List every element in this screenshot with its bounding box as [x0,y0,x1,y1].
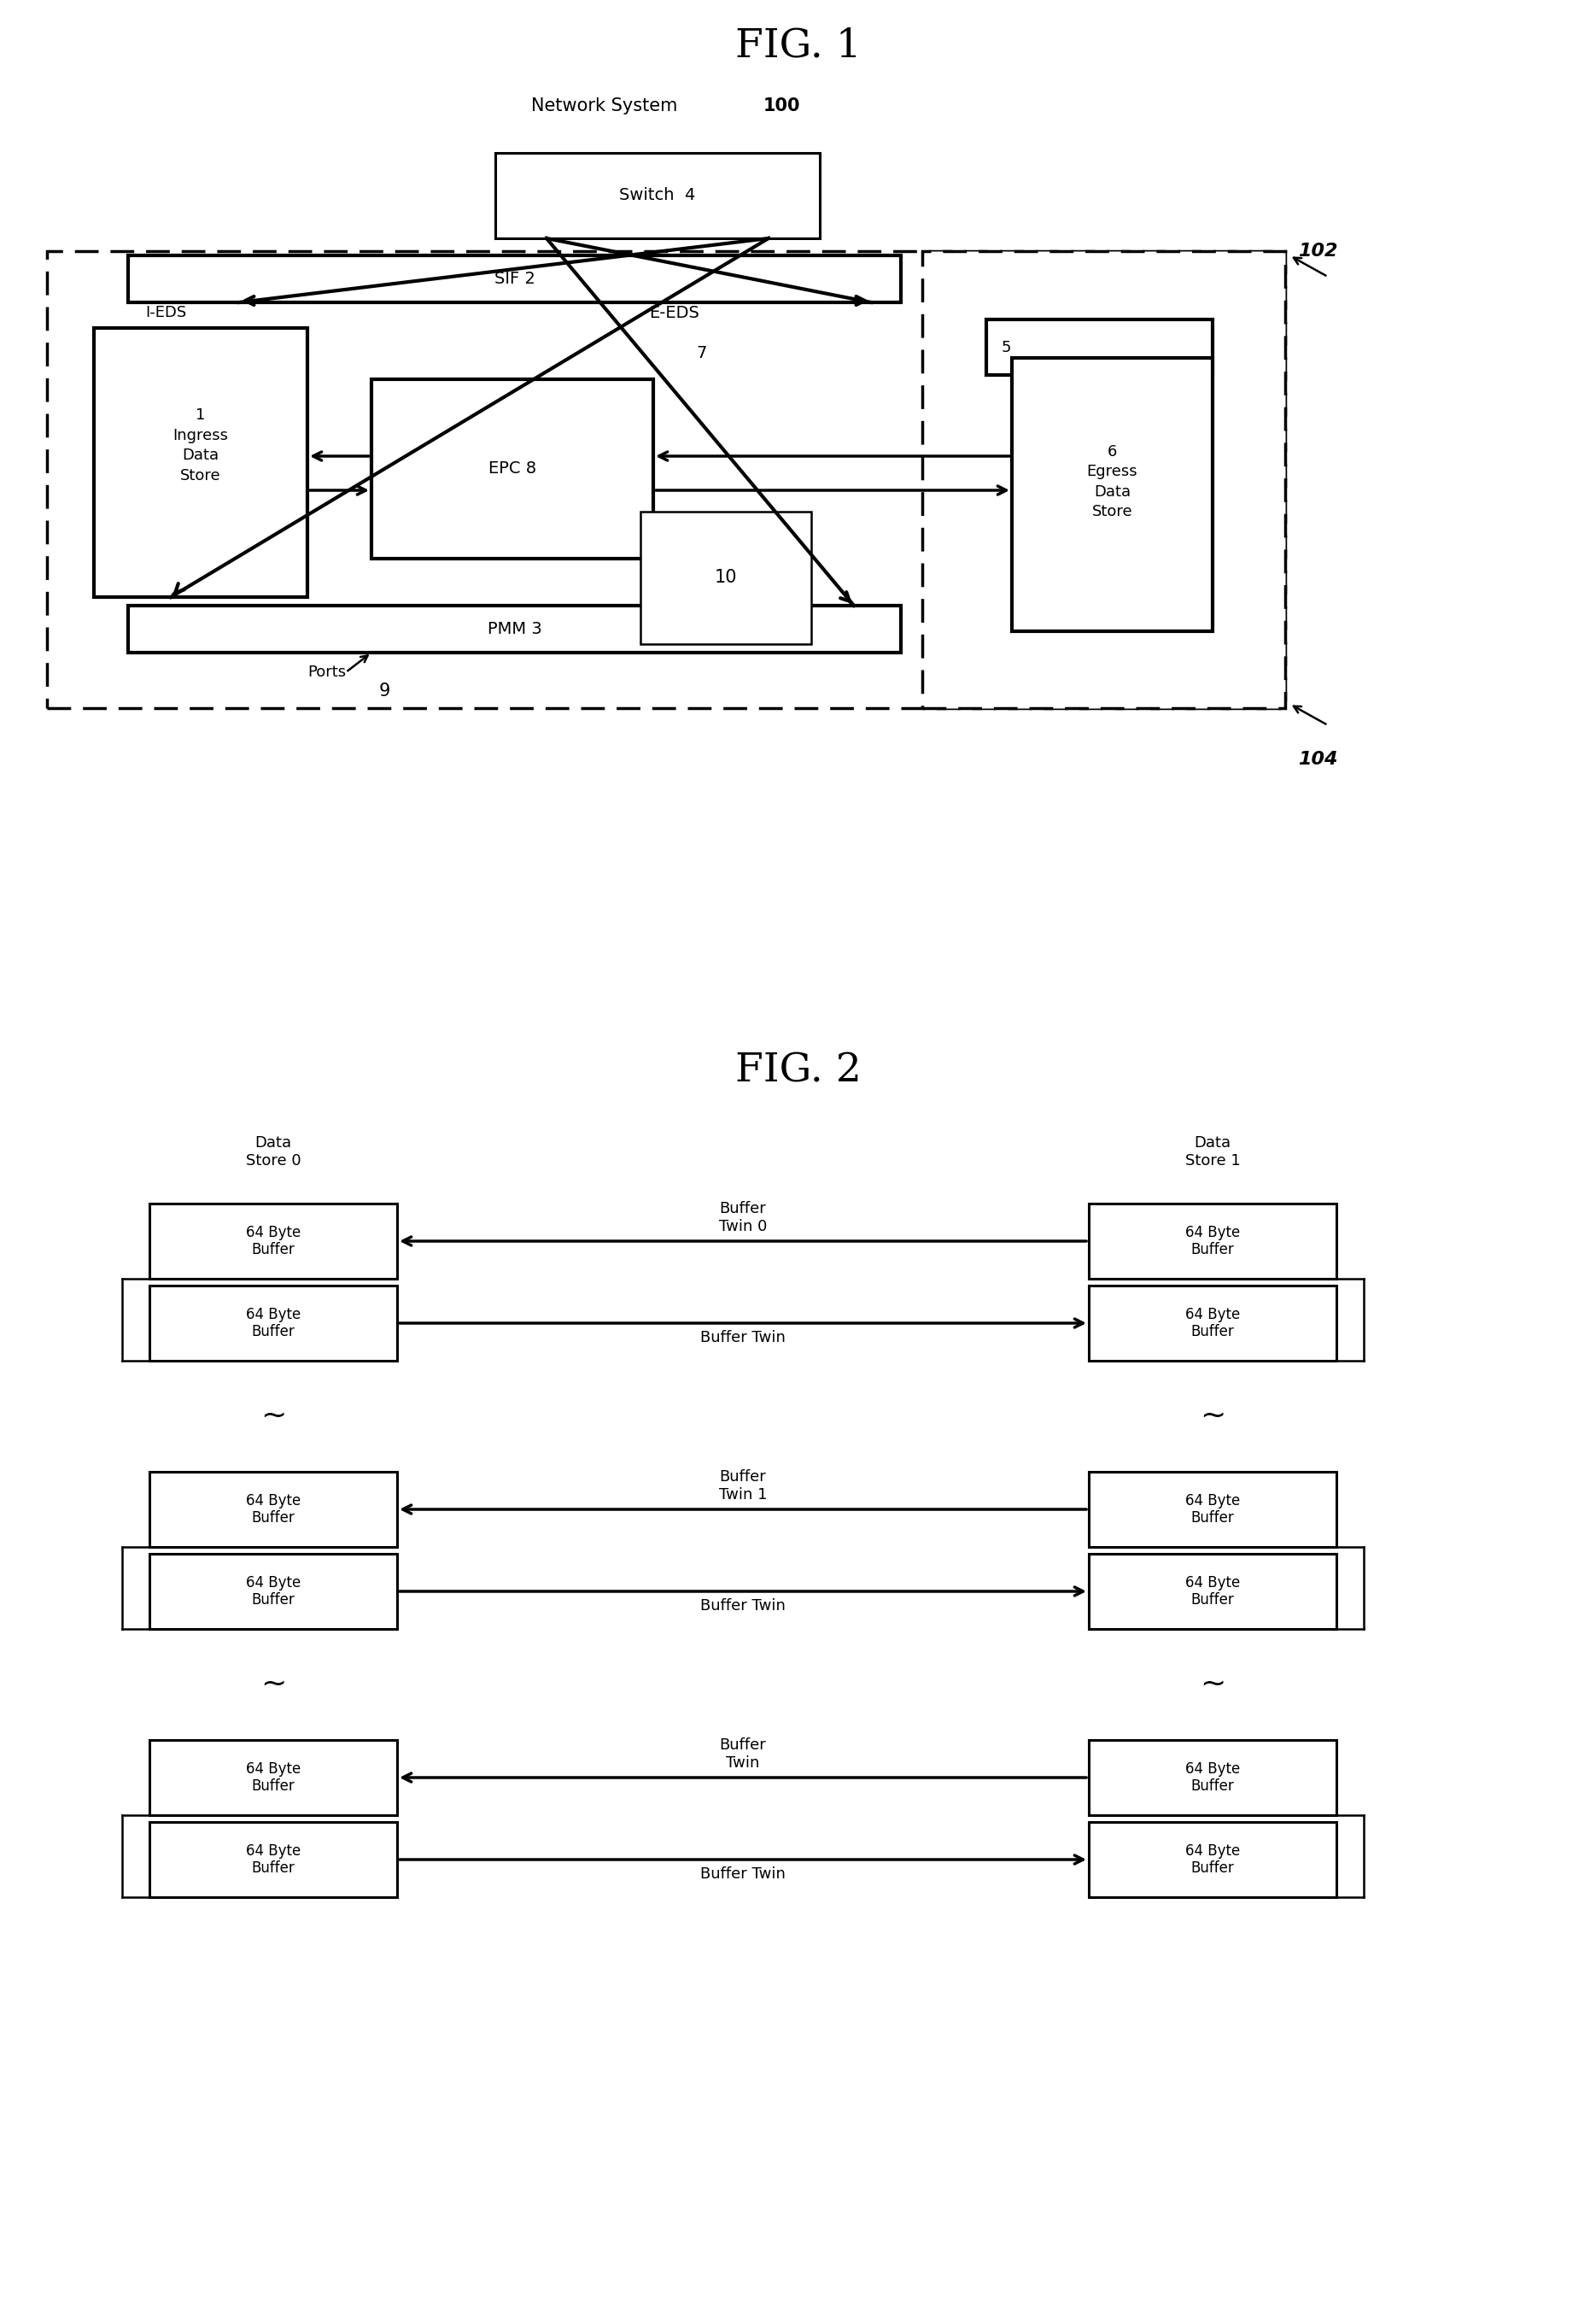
Text: 64 Byte
Buffer: 64 Byte Buffer [246,1224,300,1259]
FancyBboxPatch shape [1012,359,1213,632]
Text: 1
Ingress
Data
Store: 1 Ingress Data Store [172,407,228,484]
Text: 64 Byte
Buffer: 64 Byte Buffer [246,1761,300,1793]
Text: ~: ~ [260,1671,286,1698]
Text: 64 Byte
Buffer: 64 Byte Buffer [1186,1493,1240,1525]
Text: 64 Byte
Buffer: 64 Byte Buffer [1186,1307,1240,1340]
FancyBboxPatch shape [1088,1740,1336,1814]
Text: ~: ~ [260,1402,286,1430]
FancyBboxPatch shape [1088,1821,1336,1897]
FancyBboxPatch shape [150,1287,397,1361]
Text: 104: 104 [1298,750,1337,768]
FancyBboxPatch shape [128,255,900,303]
FancyBboxPatch shape [94,329,308,597]
Text: 6
Egress
Data
Store: 6 Egress Data Store [1087,444,1138,521]
FancyBboxPatch shape [1088,1553,1336,1629]
Text: Switch  4: Switch 4 [619,187,696,204]
Text: 64 Byte
Buffer: 64 Byte Buffer [1186,1224,1240,1259]
Text: 102: 102 [1298,243,1337,259]
Text: 64 Byte
Buffer: 64 Byte Buffer [1186,1842,1240,1877]
Text: 64 Byte
Buffer: 64 Byte Buffer [246,1842,300,1877]
FancyBboxPatch shape [150,1472,397,1548]
Text: 5: 5 [1002,340,1012,354]
Text: 10: 10 [715,569,737,585]
Text: ~: ~ [1200,1671,1226,1698]
Text: EPC 8: EPC 8 [488,460,536,477]
Text: 64 Byte
Buffer: 64 Byte Buffer [246,1307,300,1340]
Text: 64 Byte
Buffer: 64 Byte Buffer [246,1493,300,1525]
Text: 7: 7 [696,345,707,361]
FancyBboxPatch shape [922,252,1285,708]
Text: 64 Byte
Buffer: 64 Byte Buffer [1186,1576,1240,1608]
FancyBboxPatch shape [372,379,653,558]
FancyBboxPatch shape [495,153,820,238]
FancyBboxPatch shape [150,1203,397,1280]
FancyBboxPatch shape [1088,1203,1336,1280]
Text: Buffer Twin: Buffer Twin [701,1599,785,1613]
Text: 9: 9 [378,683,389,699]
Text: FIG. 1: FIG. 1 [736,28,862,65]
Text: Buffer Twin: Buffer Twin [701,1331,785,1344]
Text: 100: 100 [763,97,800,113]
Text: Network System: Network System [531,97,683,113]
FancyBboxPatch shape [150,1740,397,1814]
Text: Data
Store 1: Data Store 1 [1184,1136,1240,1169]
FancyBboxPatch shape [640,511,811,643]
FancyBboxPatch shape [46,252,1285,708]
Text: PMM 3: PMM 3 [487,620,541,636]
Text: 64 Byte
Buffer: 64 Byte Buffer [1186,1761,1240,1793]
Text: SIF 2: SIF 2 [495,271,535,287]
Text: 64 Byte
Buffer: 64 Byte Buffer [246,1576,300,1608]
Text: FIG. 2: FIG. 2 [736,1053,862,1090]
FancyBboxPatch shape [128,606,900,653]
Text: E-EDS: E-EDS [650,305,699,322]
FancyBboxPatch shape [1088,1287,1336,1361]
FancyBboxPatch shape [150,1821,397,1897]
FancyBboxPatch shape [150,1553,397,1629]
FancyBboxPatch shape [986,319,1213,375]
Text: Buffer Twin: Buffer Twin [701,1867,785,1881]
Text: Buffer
Twin 0: Buffer Twin 0 [718,1201,768,1233]
Text: Buffer
Twin: Buffer Twin [720,1738,766,1770]
Text: Buffer
Twin 1: Buffer Twin 1 [718,1469,768,1502]
Text: ~: ~ [1200,1402,1226,1430]
Text: Ports: Ports [308,664,346,680]
FancyBboxPatch shape [1088,1472,1336,1548]
Text: I-EDS: I-EDS [145,305,187,319]
Text: Data
Store 0: Data Store 0 [246,1136,302,1169]
